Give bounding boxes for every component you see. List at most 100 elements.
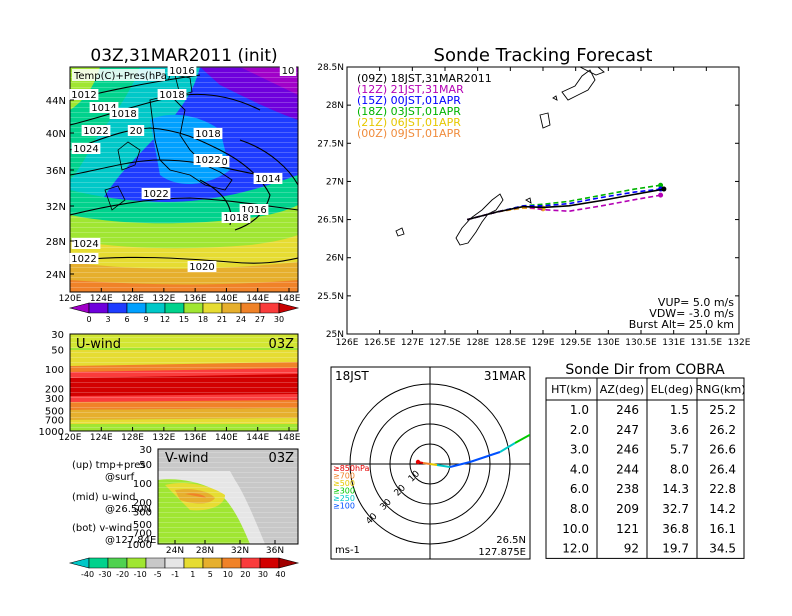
legend-line: @127.84E xyxy=(105,535,156,546)
track-x-tick-label: 130E xyxy=(597,338,620,348)
isobar-label: 1020 xyxy=(189,262,214,273)
uwind-pressure-label: 1000 xyxy=(39,427,64,438)
vwind-lat-label: 28N xyxy=(196,546,214,556)
lon-label: 120E xyxy=(59,433,82,443)
map-lat-label: 36N xyxy=(46,166,66,177)
wind-colorbar-swatch xyxy=(278,557,300,569)
polar-lat: 26.5N xyxy=(496,535,526,546)
vwind-frame xyxy=(157,448,299,545)
uwind-pressure-label: 700 xyxy=(45,415,64,426)
table-cell: 3.6 xyxy=(670,423,689,437)
vwind-pressure-label: 30 xyxy=(139,445,152,456)
polar-level-label: ≥100 xyxy=(333,502,355,511)
table-cell: 246 xyxy=(616,403,639,417)
isobar-label-bg xyxy=(81,125,111,136)
vwind-lat-label: 24N xyxy=(166,546,184,556)
isobar-label: 1014 xyxy=(255,174,280,185)
temp-colorbar-swatch xyxy=(88,302,109,314)
track-x-tick-label: 126.5E xyxy=(364,338,396,348)
wind-colorbar-label: -1 xyxy=(171,570,179,579)
track-y-tick-label: 28N xyxy=(326,101,344,111)
polar-level-label: ≥700 xyxy=(333,472,355,481)
map-lat-label: 44N xyxy=(46,96,66,107)
lon-label: 136E xyxy=(184,294,207,304)
isobar-label-bg xyxy=(157,89,187,100)
uwind-lon-labels: 120E 124E 128E 132E 136E 140E 144E 148E xyxy=(59,427,301,443)
isobar-label: 1018 xyxy=(111,109,136,120)
track-y-tick-label: 28.5N xyxy=(317,63,344,73)
track-legend-entry: (00Z) 09JST,01APR xyxy=(357,127,461,140)
table-cell: 2.0 xyxy=(570,423,589,437)
wind-colorbar-swatch xyxy=(88,557,109,569)
polar-lon: 127.875E xyxy=(478,547,526,558)
track-endpoint xyxy=(661,186,667,192)
table-cell: 14.3 xyxy=(662,482,689,496)
left-map-lon-labels: 120E 124E 128E 132E 136E 140E 144E 148E xyxy=(59,288,301,304)
wind-colorbar-label: 40 xyxy=(275,570,285,579)
left-map-field-label: Temp(C)+Pres(hPa) xyxy=(73,71,171,82)
isobar-label: 1016 xyxy=(241,205,266,216)
lon-label: 124E xyxy=(90,294,113,304)
uwind-pressure-label: 100 xyxy=(45,365,64,376)
vwind-pressure-label: 100 xyxy=(133,479,152,490)
lon-label: 132E xyxy=(152,433,175,443)
polar-level-label: ≥300 xyxy=(333,487,355,496)
table-header-cell: EL(deg) xyxy=(651,383,693,396)
wind-colorbar-swatch xyxy=(221,557,242,569)
temp-colorbar-swatch xyxy=(202,302,223,314)
wind-colorbar-label: -20 xyxy=(116,570,129,579)
polar-units: ms-1 xyxy=(335,545,360,556)
isobar-label-bg xyxy=(239,204,269,215)
direction-table: HT(km) AZ(deg) EL(deg) RNG(km) 1.0 246 1.5 25.2… xyxy=(545,377,746,559)
wind-colorbar-swatch xyxy=(240,557,261,569)
track-series xyxy=(467,182,667,221)
track-coastlines xyxy=(395,67,605,246)
temp-colorbar-swatch xyxy=(259,302,280,314)
polar-level-label: ≥250 xyxy=(333,494,355,503)
left-map-lat-labels: 44N 40N 36N 32N 28N 24N xyxy=(46,96,74,281)
isobar-label-bg xyxy=(167,65,197,76)
map-lat-label: 24N xyxy=(46,270,66,281)
wind-colorbar-label: 20 xyxy=(240,570,250,579)
wind-colorbar-swatch xyxy=(145,557,166,569)
wind-colorbar-label: 1 xyxy=(190,570,195,579)
track-legend-entry: (21Z) 06JST,01APR xyxy=(357,116,461,129)
temp-colorbar-label: 0 xyxy=(86,315,91,324)
isobar-label-bg xyxy=(187,261,217,272)
isobar-label: 1018 xyxy=(195,129,220,140)
vwind-pressure-label: 1000 xyxy=(127,540,152,551)
table-cell: 12.0 xyxy=(562,542,589,556)
track-x-tick-label: 132E xyxy=(728,338,751,348)
wind-colorbar-label: -30 xyxy=(99,570,112,579)
track-x-tick-label: 128E xyxy=(466,338,489,348)
vwind-label: V-wind xyxy=(165,451,209,466)
table-cell: 36.8 xyxy=(662,522,689,536)
isobar-label: 1016 xyxy=(169,66,194,77)
track-title: Sonde Tracking Forecast xyxy=(434,45,653,66)
isobar-label: 1018 xyxy=(159,90,184,101)
polar-date: 31MAR xyxy=(484,369,526,383)
legend-line: @26.50N xyxy=(105,504,151,515)
isobar-label: 1022 xyxy=(83,126,108,137)
isobar-label-bg xyxy=(127,125,145,136)
track-x-tick-label: 129E xyxy=(532,338,555,348)
legend-line: (bot) v-wind xyxy=(72,523,132,534)
uwind-pressure-label: 200 xyxy=(45,384,64,395)
vup-annotation: VUP= 5.0 m/s xyxy=(658,296,734,309)
polar-trace-segment xyxy=(514,433,530,444)
lon-label: 136E xyxy=(184,433,207,443)
track-y-tick-label: 27.5N xyxy=(317,139,344,149)
lon-label: 140E xyxy=(215,433,238,443)
polar-trace-segment xyxy=(429,463,438,466)
track-axis-ticks: 126E 126.5E 127E 127.5E 128E 128.5E 129E 129.5E… xyxy=(317,63,751,348)
vwind-lat-label: 32N xyxy=(231,546,249,556)
table-header-cell: AZ(deg) xyxy=(600,383,644,396)
lon-label: 148E xyxy=(278,294,301,304)
vdw-annotation: VDW= -3.0 m/s xyxy=(649,307,734,320)
wind-colorbar-label: -5 xyxy=(154,570,162,579)
isobar-label: 1022 xyxy=(195,155,220,166)
wind-colorbar-swatch xyxy=(164,557,185,569)
temp-colorbar-swatch xyxy=(278,302,300,314)
table-frame xyxy=(545,377,745,559)
